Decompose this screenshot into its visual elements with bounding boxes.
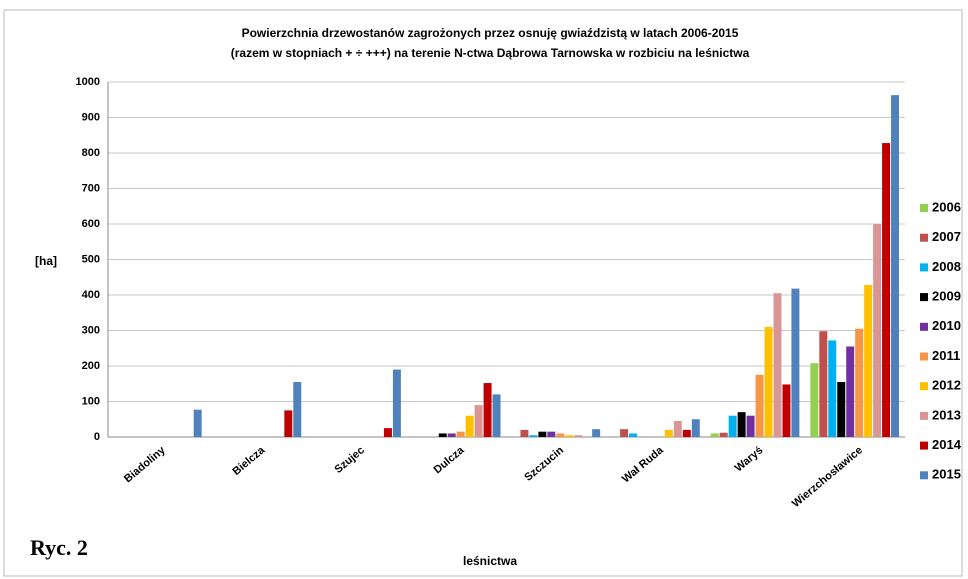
bar (828, 340, 837, 437)
annotation: Ryc. 2 (30, 535, 88, 560)
y-tick-label: 100 (82, 395, 100, 407)
legend-label: 2007 (932, 229, 961, 244)
y-tick-label: 900 (82, 111, 100, 123)
legend-swatch (920, 233, 928, 242)
bar (882, 143, 891, 437)
bar (538, 431, 547, 437)
bar (438, 433, 447, 437)
legend-swatch (920, 471, 928, 480)
bar (891, 95, 900, 437)
bar (728, 415, 737, 437)
bar (855, 328, 864, 437)
bar (873, 224, 882, 437)
bar (284, 410, 293, 437)
chart-subtitle: (razem w stopniach + ÷ +++) na terenie N… (231, 46, 750, 60)
bar (864, 285, 873, 437)
x-tick-label: Biadoliny (122, 444, 168, 486)
bar (691, 419, 700, 437)
x-tick-label: Szujec (332, 444, 366, 476)
bar (819, 331, 828, 437)
x-tick-label: Bielcza (230, 444, 267, 478)
bar (474, 405, 483, 437)
y-tick-label: 0 (94, 431, 100, 443)
bar (682, 429, 691, 437)
y-tick-label: 400 (82, 289, 100, 301)
bar (737, 412, 746, 437)
bar (620, 429, 629, 437)
y-tick-label: 500 (82, 253, 100, 265)
bar (574, 435, 583, 437)
bar (592, 429, 601, 437)
chart-title: Powierzchnia drzewostanów zagrożonych pr… (242, 26, 739, 40)
bar (846, 346, 855, 437)
x-tick-label: Szczucin (522, 444, 566, 484)
y-tick-label: 700 (82, 182, 100, 194)
legend-label: 2011 (932, 348, 960, 363)
frame (3, 9, 963, 577)
y-tick-label: 1000 (76, 76, 100, 88)
bar (392, 369, 401, 437)
x-axis-label: leśnictwa (463, 554, 517, 568)
bar (383, 428, 392, 437)
legend-swatch (920, 411, 928, 420)
y-tick-label: 600 (82, 218, 100, 230)
bar (719, 432, 728, 437)
bar (465, 415, 474, 437)
legend-label: 2013 (932, 407, 961, 422)
legend-label: 2008 (932, 259, 961, 274)
legend-label: 2014 (932, 437, 962, 452)
legend-swatch (920, 293, 928, 302)
bar (810, 363, 819, 437)
bar (755, 374, 764, 437)
legend-label: 2009 (932, 289, 961, 304)
legend-swatch (920, 352, 928, 361)
bar (529, 435, 538, 437)
bar (492, 394, 501, 437)
legend-label: 2010 (932, 318, 961, 333)
legend-swatch (920, 382, 928, 391)
bar (664, 429, 673, 437)
bar (520, 429, 529, 437)
bar (764, 326, 773, 437)
legend-label: 2006 (932, 199, 961, 214)
bar (193, 409, 202, 437)
bar (547, 431, 556, 437)
legend-swatch (920, 322, 928, 331)
x-tick-label: Dulcza (432, 444, 468, 477)
legend-swatch (920, 204, 928, 212)
x-tick-label: Wał Ruda (620, 444, 666, 486)
legend-label: 2012 (932, 378, 961, 393)
bar (773, 293, 782, 437)
y-tick-label: 300 (82, 324, 100, 336)
bar (565, 435, 574, 437)
bar (710, 433, 719, 437)
bar (782, 384, 791, 437)
bar (791, 288, 800, 437)
bar (447, 433, 456, 437)
bar (456, 431, 465, 437)
bar (293, 381, 302, 437)
legend-swatch (920, 441, 928, 450)
x-tick-label: Waryś (733, 444, 766, 474)
legend-swatch (920, 263, 928, 272)
x-tick-label: Wierzchosławice (790, 444, 865, 510)
bar (746, 415, 755, 437)
y-tick-label: 800 (82, 147, 100, 159)
y-axis-label: [ha] (35, 254, 57, 268)
y-tick-label: 200 (82, 360, 100, 372)
bar (673, 421, 682, 437)
legend-label: 2015 (932, 467, 961, 482)
bar (483, 383, 492, 437)
bar (837, 381, 846, 437)
bar (556, 433, 565, 437)
bar (629, 433, 638, 437)
